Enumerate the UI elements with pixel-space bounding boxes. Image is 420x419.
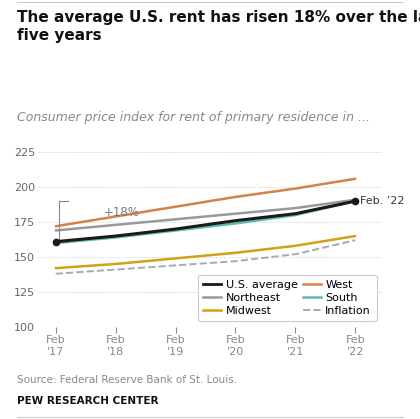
Legend: U.S. average, Northeast, Midwest, West, South, Inflation: U.S. average, Northeast, Midwest, West, …	[198, 274, 377, 321]
Text: Feb. ’22: Feb. ’22	[360, 196, 404, 206]
Text: The average U.S. rent has risen 18% over the last
five years: The average U.S. rent has risen 18% over…	[17, 10, 420, 44]
Text: PEW RESEARCH CENTER: PEW RESEARCH CENTER	[17, 396, 158, 406]
Text: Source: Federal Reserve Bank of St. Louis.: Source: Federal Reserve Bank of St. Loui…	[17, 375, 237, 385]
Text: +18%: +18%	[104, 206, 139, 219]
Text: Consumer price index for rent of primary residence in ...: Consumer price index for rent of primary…	[17, 111, 370, 124]
